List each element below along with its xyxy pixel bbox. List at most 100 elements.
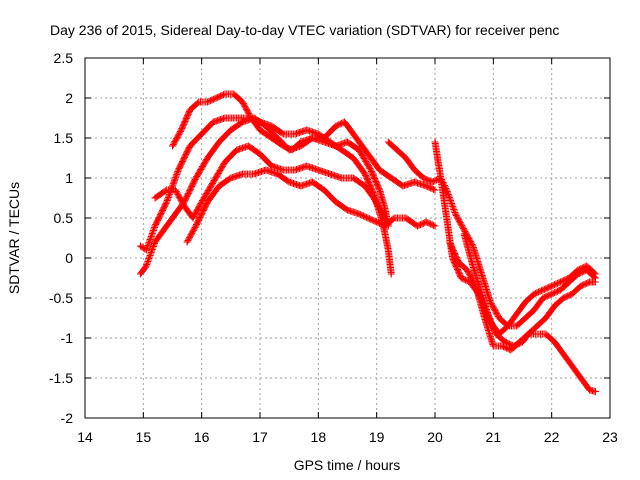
series-track-b [136,114,392,278]
data-point-marker [577,282,585,290]
data-point-marker [212,94,220,102]
data-point-marker [169,142,176,150]
data-point-marker [175,130,183,138]
data-point-marker [546,283,554,291]
data-point-marker [165,190,173,198]
data-point-marker [419,174,427,182]
data-point-marker [175,193,183,201]
x-tick-label: 20 [427,429,443,445]
data-point-marker [425,183,433,191]
data-point-marker [424,219,432,227]
data-point-marker [214,93,222,101]
data-point-marker [171,138,179,146]
data-point-marker [243,107,251,115]
data-point-marker [215,93,223,101]
series-track-f [384,138,599,330]
data-point-marker [455,216,463,224]
data-point-marker [172,136,180,144]
data-point-marker [465,270,473,278]
data-point-marker [428,221,436,229]
data-point-marker [540,285,548,293]
data-point-marker [427,184,435,192]
data-point-marker [562,293,570,301]
y-tick-labels: 2.5 2 1.5 1 0.5 0 -0.5 -1 -1.5 -2 [49,50,73,426]
data-point-marker [486,298,494,306]
data-point-marker [591,270,599,278]
data-point-marker [428,178,436,186]
data-point-marker [194,204,202,212]
data-point-marker [206,97,214,105]
data-point-marker [452,211,460,219]
data-point-marker [556,278,564,286]
data-point-marker [422,182,430,190]
x-axis-label: GPS time / hours [294,457,401,473]
y-tick-label: 1 [65,170,73,186]
data-point-marker [464,267,472,275]
data-point-marker [163,198,171,206]
data-point-marker [189,214,197,222]
data-point-marker [195,202,203,210]
data-point-marker [371,195,379,203]
data-point-marker [490,304,498,312]
data-point-marker [170,177,178,185]
data-point-marker [194,205,202,213]
data-point-marker [367,215,375,223]
data-point-marker [192,208,200,216]
data-series [136,90,599,396]
data-point-marker [561,293,569,301]
data-point-marker [332,122,340,130]
x-tick-label: 16 [194,429,210,445]
x-tick-label: 17 [252,429,268,445]
data-point-marker [580,281,588,289]
data-point-marker [542,285,550,293]
data-point-marker [558,277,566,285]
data-point-marker [502,344,510,352]
data-point-marker [454,214,462,222]
data-point-marker [209,95,217,103]
data-point-marker [174,168,182,176]
data-point-marker [457,274,465,282]
data-point-marker [425,219,433,227]
data-point-marker [178,198,186,206]
data-point-marker [375,204,383,212]
data-point-marker [487,299,495,307]
data-point-marker [428,185,436,193]
data-point-marker [197,199,205,207]
data-point-marker [430,221,438,229]
data-point-marker [559,294,567,302]
data-point-marker [565,291,573,299]
data-point-marker [170,139,178,147]
data-point-marker [492,308,500,316]
data-point-marker [549,289,557,297]
data-point-marker [591,278,599,286]
data-point-marker [281,143,289,151]
data-point-marker [191,211,199,219]
data-point-marker [163,196,171,204]
data-point-marker [333,121,341,129]
y-axis-label: SDTVAR / TECUs [6,182,22,294]
data-point-marker [278,129,286,137]
data-point-marker [530,290,538,298]
data-point-marker [459,225,467,233]
data-point-marker [546,291,554,299]
y-tick-label: 0.5 [54,210,74,226]
data-point-marker [424,183,432,191]
plot-frame [84,57,611,419]
data-point-marker [548,282,556,290]
data-point-marker [375,203,383,211]
x-tick-label: 14 [77,429,93,445]
data-point-marker [491,307,499,315]
data-point-marker [370,194,378,202]
data-point-marker [173,189,181,197]
data-point-marker [389,215,397,223]
data-point-marker [490,305,498,313]
data-point-marker [430,185,438,193]
data-point-marker [371,217,379,225]
data-point-marker [523,331,531,339]
data-point-marker [241,102,249,110]
data-point-marker [419,219,427,227]
gridlines [85,58,610,418]
data-point-marker [458,222,466,230]
y-tick-label: -0.5 [49,290,73,306]
data-point-marker [377,220,385,228]
